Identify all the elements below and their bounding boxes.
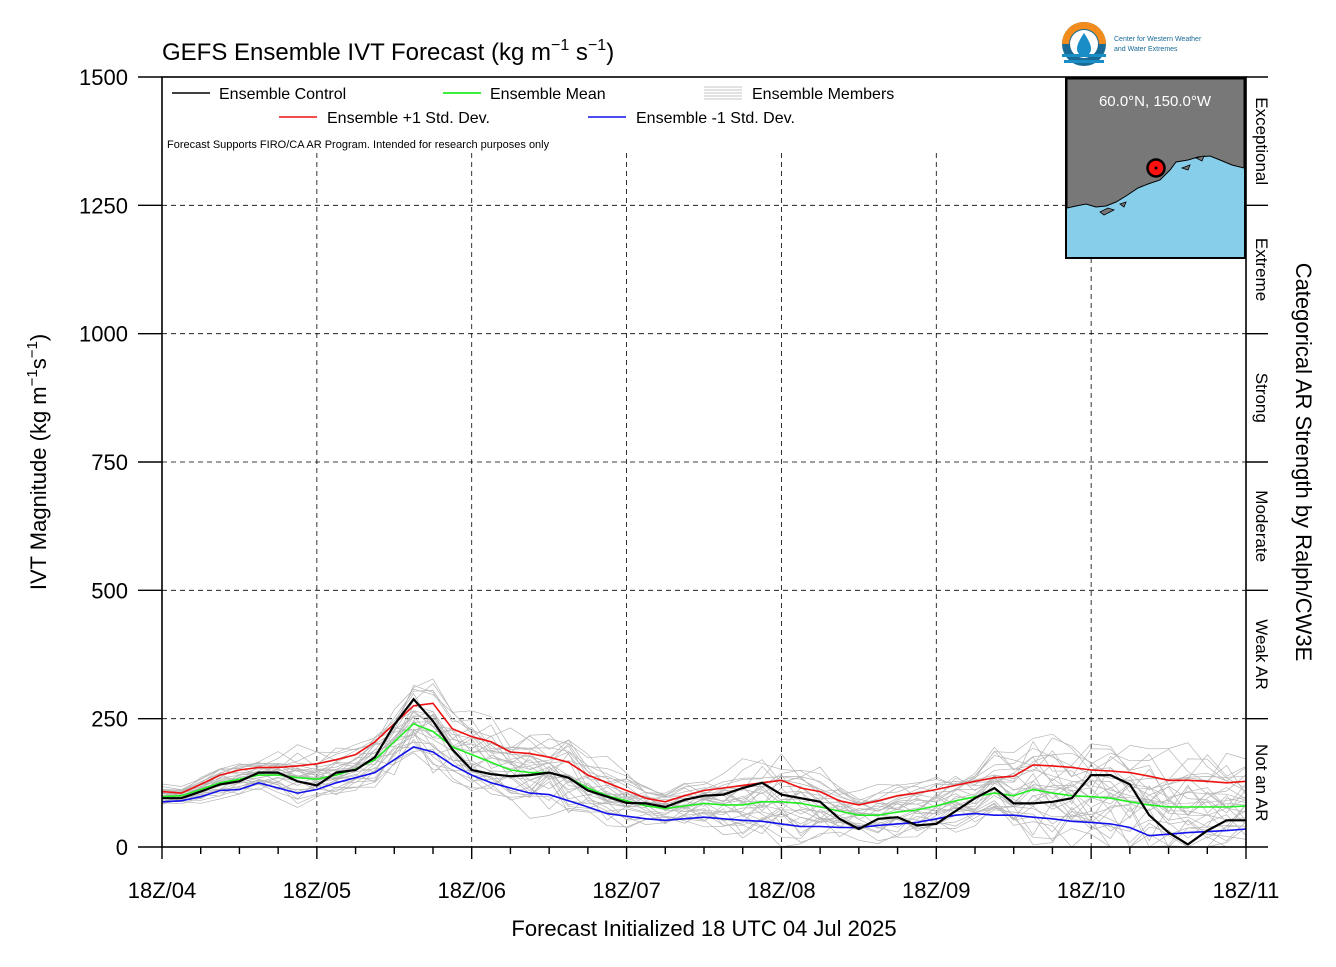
x-tick-label: 18Z/11 <box>1213 878 1280 903</box>
y-axis-label: IVT Magnitude (kg m−1s−1) <box>24 334 51 590</box>
category-label: Extreme <box>1252 238 1271 301</box>
ensemble-member-line <box>161 705 1247 812</box>
legend-swatch-members <box>704 86 742 100</box>
ensemble-member-line <box>161 693 1247 811</box>
chart-title-sup2: −1 <box>588 37 606 54</box>
ensemble-member-line <box>161 731 1247 848</box>
category-label: Not an AR <box>1252 744 1271 822</box>
y-axis-label-sup1: −1 <box>24 369 41 386</box>
inset-map-islands <box>1099 155 1205 216</box>
category-label: Moderate <box>1252 490 1271 562</box>
y-axis-label-main: IVT Magnitude (kg m <box>26 386 51 590</box>
logo-text-line2: and Water Extremes <box>1114 46 1178 53</box>
ensemble-members-group <box>161 678 1247 848</box>
chart-title-main: GEFS Ensemble IVT Forecast (kg m <box>162 39 551 66</box>
category-label: Strong <box>1252 373 1271 423</box>
legend-label-control: Ensemble Control <box>219 86 346 103</box>
series-line-ensemble-mean <box>161 722 1247 817</box>
cw3e-logo: Center for Western Weather and Water Ext… <box>1062 22 1202 66</box>
y-tick-label: 0 <box>116 835 128 860</box>
y-axis-label-mid: s <box>26 358 51 369</box>
ensemble-member-line <box>161 721 1247 817</box>
x-axis-label: Forecast Initialized 18 UTC 04 Jul 2025 <box>511 916 896 941</box>
legend-label-members: Ensemble Members <box>752 86 894 103</box>
category-label: Weak AR <box>1252 619 1271 690</box>
inset-map-label: 60.0°N, 150.0°W <box>1099 93 1212 110</box>
inset-map-land <box>1066 78 1245 209</box>
chart-title: GEFS Ensemble IVT Forecast (kg m−1 s−1) <box>162 37 614 66</box>
ensemble-member-line <box>161 720 1247 828</box>
ensemble-member-line <box>161 678 1247 796</box>
y-tick-label: 1000 <box>79 322 128 347</box>
research-note: Forecast Supports FIRO/CA AR Program. In… <box>167 139 550 151</box>
category-label: Exceptional <box>1252 97 1271 185</box>
legend: Ensemble Control Ensemble Mean Ensemble … <box>167 86 894 151</box>
legend-label-plus-std: Ensemble +1 Std. Dev. <box>327 110 490 127</box>
right-axis-label: Categorical AR Strength by Ralph/CW3E <box>1291 263 1316 662</box>
y-tick-label: 250 <box>91 707 128 732</box>
y-tick-label: 1250 <box>79 193 128 218</box>
x-tick-label: 18Z/05 <box>283 878 352 903</box>
ensemble-member-line <box>161 749 1246 848</box>
ensemble-member-line <box>161 752 1247 848</box>
inset-map: 60.0°N, 150.0°W <box>1065 77 1246 259</box>
ensemble-member-line <box>161 682 1247 805</box>
y-axis-label-end: ) <box>26 334 51 341</box>
y-tick-label: 1500 <box>79 65 128 90</box>
y-tick-label: 500 <box>91 578 128 603</box>
x-tick-label: 18Z/08 <box>747 878 816 903</box>
y-axis-label-sup2: −1 <box>24 341 41 358</box>
chart-title-mid: s <box>569 39 588 66</box>
ensemble-member-line <box>161 720 1247 817</box>
series-lines-group <box>161 697 1247 846</box>
y-tick-label: 750 <box>91 450 128 475</box>
chart-title-end: ) <box>606 39 614 66</box>
ar-category-axis: Not an AR Weak AR Moderate Strong Extreme Exc… <box>1246 76 1271 848</box>
x-tick-label: 18Z/06 <box>437 878 506 903</box>
x-tick-label: 18Z/04 <box>128 878 197 903</box>
legend-label-mean: Ensemble Mean <box>490 86 606 103</box>
series-line-ensemble-control <box>162 697 1246 846</box>
series-line-ensemble-1-std-dev <box>161 746 1247 837</box>
logo-text-line1: Center for Western Weather <box>1114 36 1202 43</box>
location-marker-center <box>1154 166 1158 170</box>
y-axis: 0 250 500 750 1000 1250 1500 <box>79 65 162 860</box>
x-axis: 18Z/04 18Z/05 18Z/06 18Z/07 18Z/08 18Z/09 18Z/… <box>128 847 1280 903</box>
chart-title-sup1: −1 <box>551 37 569 54</box>
series-line-ensemble-1-std-dev <box>161 702 1247 806</box>
x-tick-label: 18Z/09 <box>902 878 971 903</box>
x-tick-label: 18Z/10 <box>1057 878 1126 903</box>
x-tick-label: 18Z/07 <box>592 878 661 903</box>
legend-label-minus-std: Ensemble -1 Std. Dev. <box>636 110 795 127</box>
